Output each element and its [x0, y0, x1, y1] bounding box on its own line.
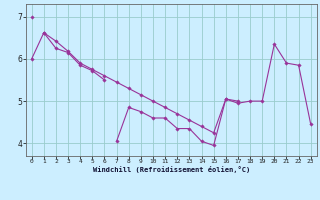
X-axis label: Windchill (Refroidissement éolien,°C): Windchill (Refroidissement éolien,°C) [92, 166, 250, 173]
